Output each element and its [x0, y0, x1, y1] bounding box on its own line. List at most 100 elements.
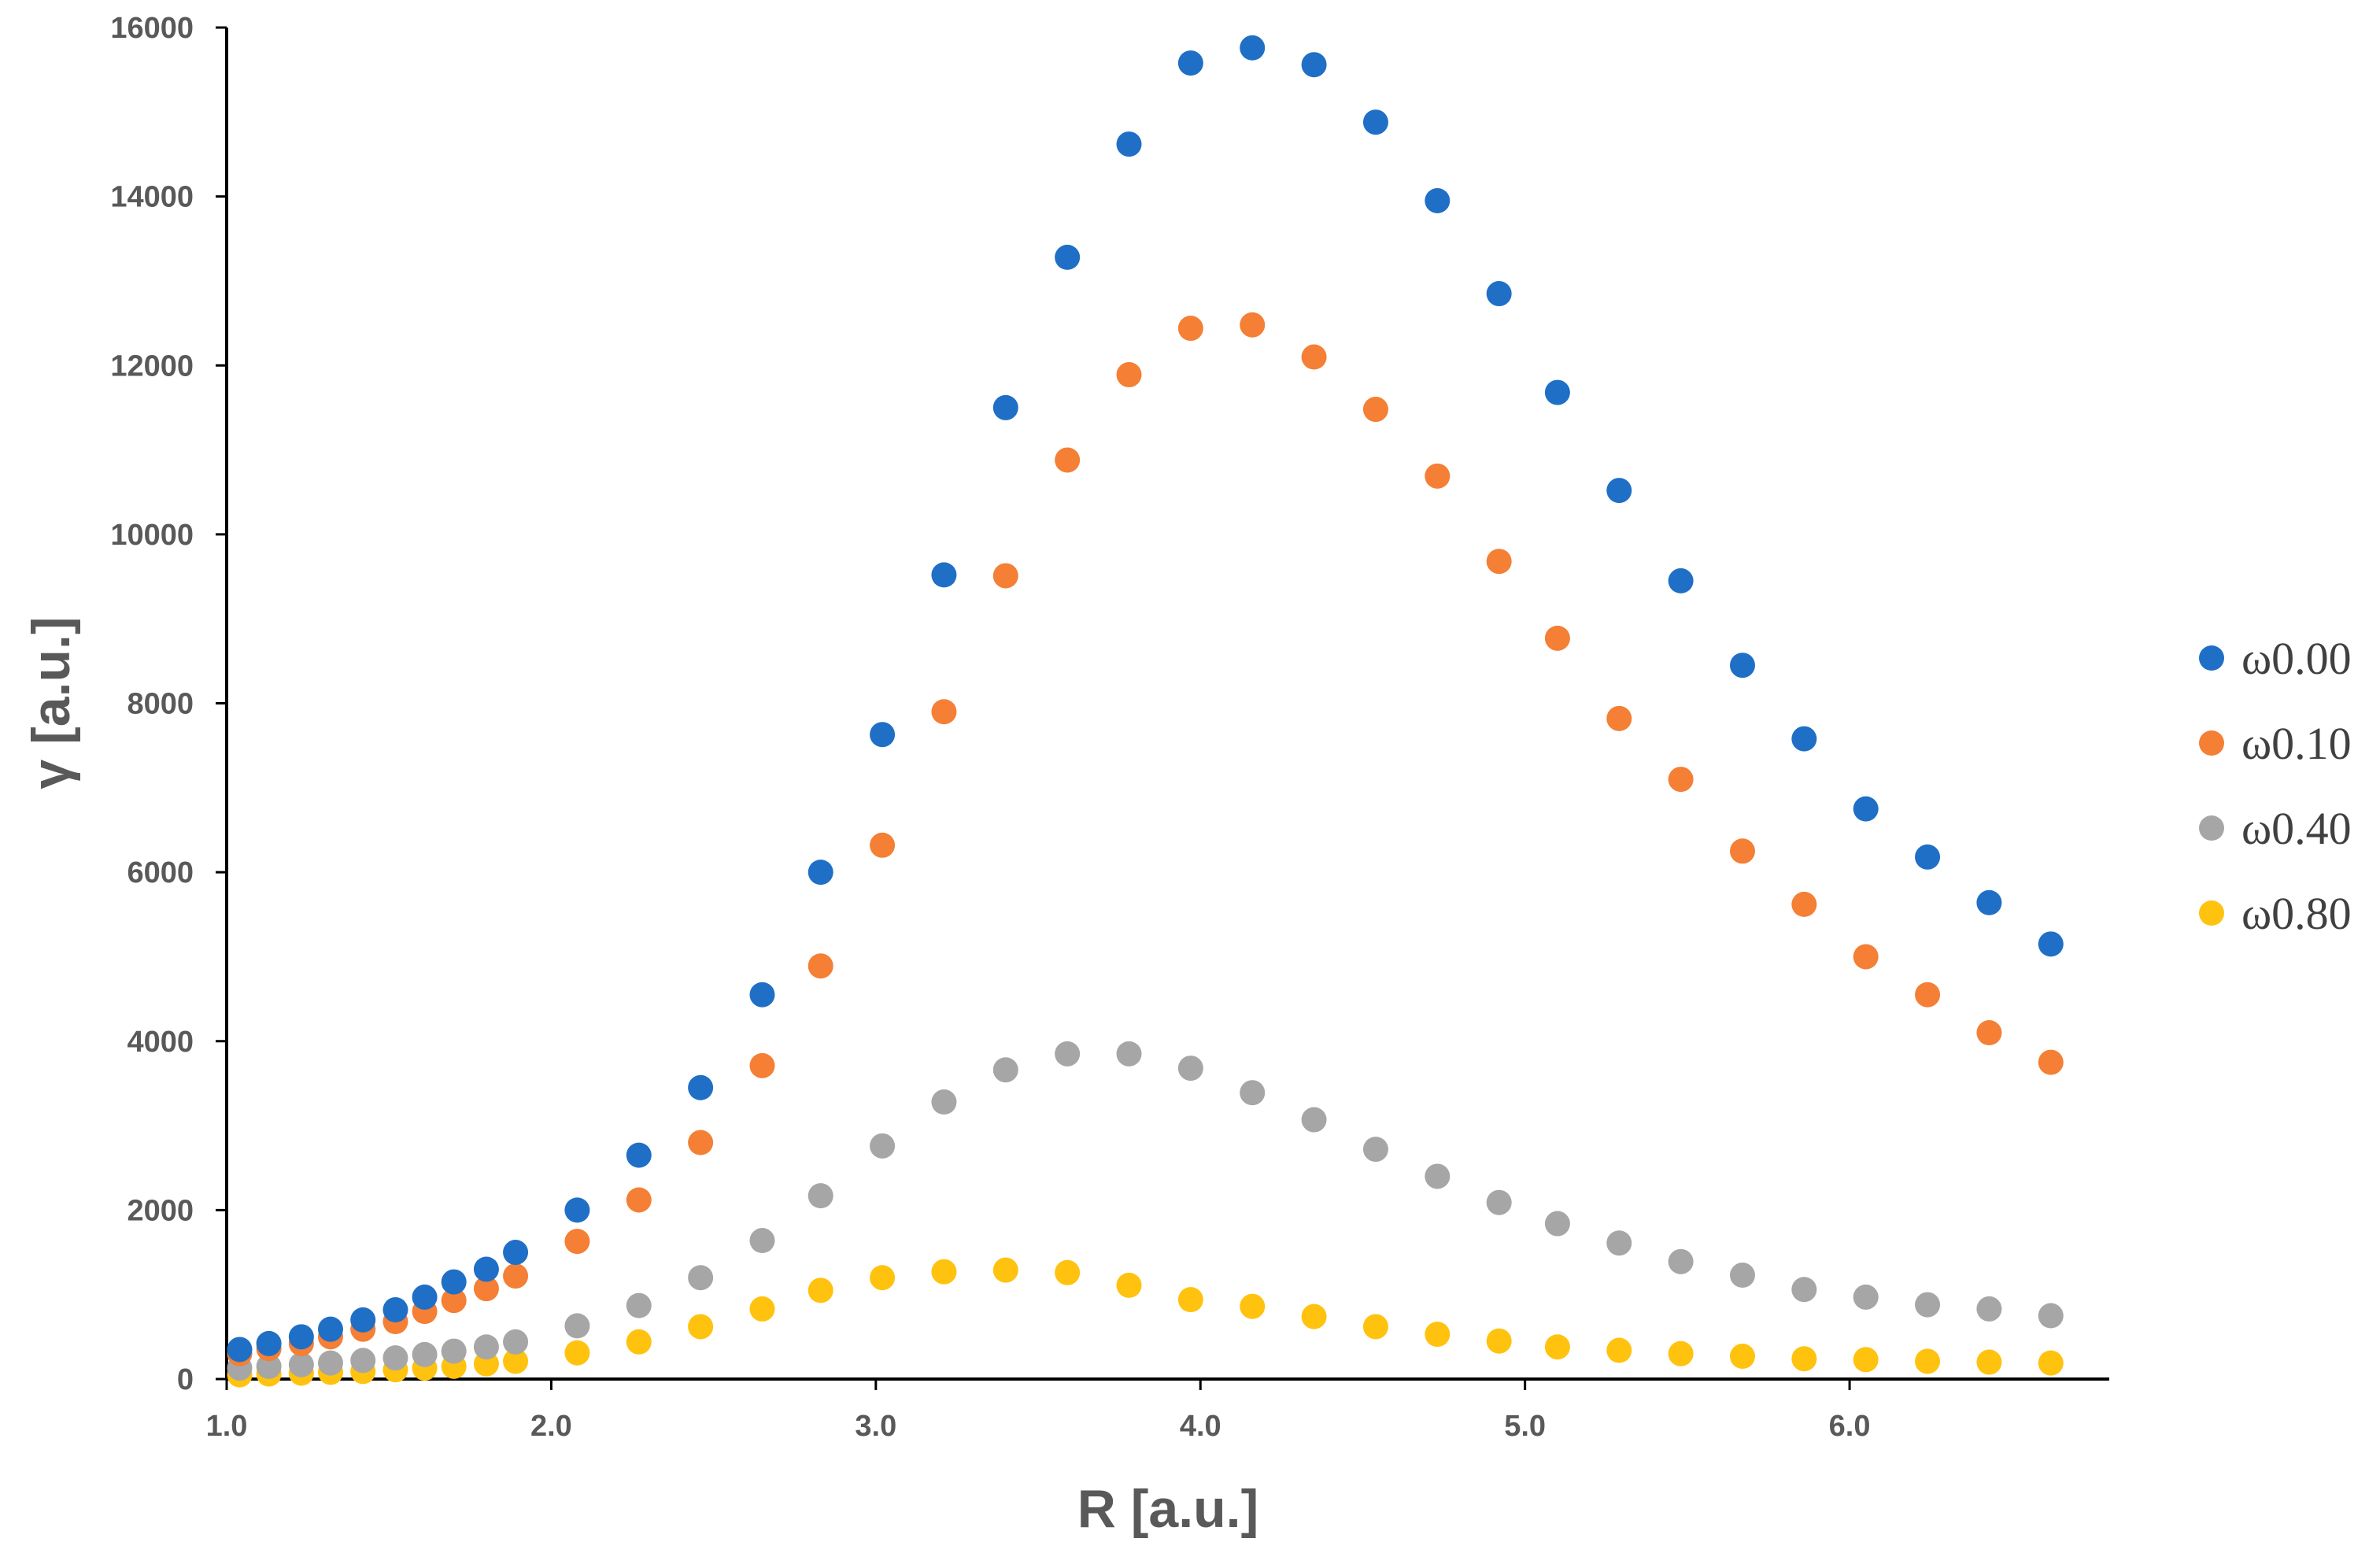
axes	[216, 26, 2109, 1390]
data-point	[1055, 447, 1081, 473]
y-tick-marks	[216, 26, 227, 1381]
data-point	[626, 1142, 652, 1168]
data-point	[1915, 1292, 1941, 1318]
data-point	[2038, 1049, 2064, 1075]
data-point	[1301, 344, 1327, 370]
data-point	[503, 1329, 529, 1355]
data-point	[1301, 1107, 1327, 1133]
data-point	[1362, 1314, 1388, 1340]
legend-label: ω0.80	[2241, 888, 2352, 939]
data-point	[2038, 931, 2064, 957]
data-point	[1729, 838, 1755, 864]
data-point	[1425, 1163, 1451, 1189]
data-point	[1544, 379, 1570, 405]
data-point	[256, 1353, 282, 1379]
series-0-points	[227, 35, 2064, 1363]
data-point	[931, 1259, 957, 1285]
data-point	[1301, 52, 1327, 78]
data-point	[317, 1350, 343, 1376]
data-point	[749, 1296, 775, 1322]
data-point	[1729, 1263, 1755, 1289]
data-point	[992, 1057, 1018, 1083]
data-point	[808, 860, 833, 886]
data-point	[1177, 50, 1203, 76]
data-point	[2038, 1303, 2064, 1329]
data-point	[1301, 1303, 1327, 1329]
legend-item: ω0.80	[2199, 888, 2352, 939]
data-point	[382, 1345, 408, 1371]
data-point	[1976, 889, 2002, 915]
data-point	[1729, 653, 1755, 679]
data-point	[1362, 1137, 1388, 1163]
data-point	[288, 1351, 314, 1377]
x-tick-label: 4.0	[1180, 1410, 1221, 1443]
data-point	[870, 1133, 896, 1159]
data-point	[1606, 705, 1632, 731]
data-point	[1240, 1080, 1266, 1106]
data-point	[503, 1348, 529, 1374]
data-point	[688, 1265, 714, 1291]
data-point	[626, 1292, 652, 1318]
data-point	[1668, 1248, 1694, 1274]
data-point	[1668, 1340, 1694, 1366]
data-point	[931, 699, 957, 725]
data-point	[1362, 109, 1388, 135]
data-point	[317, 1316, 343, 1342]
data-point	[808, 953, 833, 979]
data-point	[441, 1288, 467, 1314]
data-point	[1177, 1287, 1203, 1313]
data-point	[992, 1257, 1018, 1283]
y-tick-labels: 0 2000 4000 6000 8000 10000 12000 14000 16000	[110, 12, 194, 1396]
data-point	[1853, 1284, 1879, 1310]
data-point	[749, 1052, 775, 1078]
legend-item: ω0.00	[2199, 633, 2352, 684]
data-point	[473, 1256, 499, 1282]
data-point	[1668, 568, 1694, 593]
legend-label: ω0.40	[2241, 803, 2352, 854]
data-point	[1606, 478, 1632, 504]
data-point	[441, 1338, 467, 1364]
data-point	[564, 1197, 590, 1223]
series-3-points	[227, 1257, 2064, 1388]
data-point	[1055, 1041, 1081, 1067]
data-point	[382, 1297, 408, 1323]
data-point	[1177, 1056, 1203, 1082]
data-point	[564, 1340, 590, 1366]
data-point	[503, 1263, 529, 1289]
x-tick-label: 3.0	[855, 1410, 896, 1443]
data-point	[350, 1307, 376, 1333]
data-point	[1791, 726, 1817, 752]
data-point	[1729, 1344, 1755, 1370]
data-point	[1668, 767, 1694, 793]
data-point	[441, 1269, 467, 1295]
data-point	[1240, 1293, 1266, 1319]
data-point	[992, 394, 1018, 420]
data-point	[1362, 397, 1388, 423]
data-point	[350, 1348, 376, 1374]
legend-item: ω0.40	[2199, 803, 2352, 854]
data-points	[227, 35, 2064, 1388]
data-point	[1606, 1230, 1632, 1256]
data-point	[1055, 1259, 1081, 1285]
x-tick-label: 6.0	[1829, 1410, 1871, 1443]
y-tick-label: 12000	[110, 349, 194, 383]
legend-marker	[2199, 900, 2224, 926]
data-point	[1606, 1337, 1632, 1363]
data-point	[227, 1337, 253, 1363]
y-axis-title: γ [a.u.]	[21, 616, 81, 789]
data-point	[1116, 1041, 1142, 1067]
series-1-points	[227, 312, 2064, 1366]
y-tick-label: 8000	[127, 688, 194, 721]
data-point	[1177, 316, 1203, 342]
data-point	[503, 1240, 529, 1266]
data-point	[256, 1330, 282, 1356]
data-point	[564, 1229, 590, 1255]
data-point	[1853, 944, 1879, 970]
y-tick-label: 4000	[127, 1026, 194, 1059]
legend-marker	[2199, 815, 2224, 841]
data-point	[931, 1089, 957, 1115]
y-tick-label: 16000	[110, 12, 194, 45]
data-point	[688, 1130, 714, 1156]
data-point	[473, 1334, 499, 1360]
data-point	[412, 1341, 438, 1367]
